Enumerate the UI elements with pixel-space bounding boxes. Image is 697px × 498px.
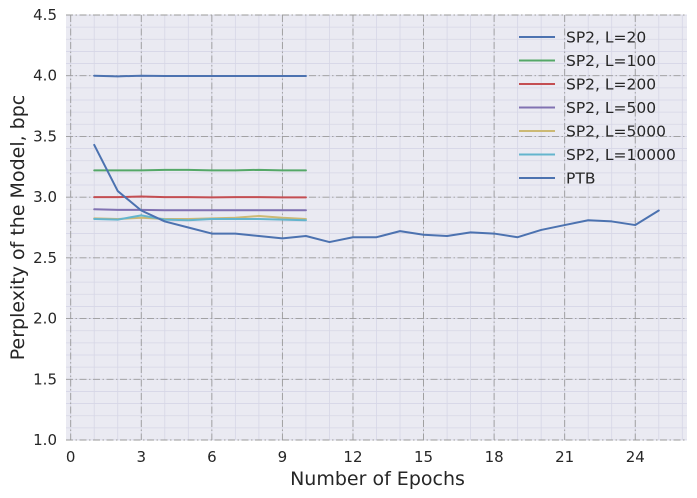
y-tick-label: 1.5 (33, 370, 57, 388)
y-tick-label: 3.0 (33, 188, 57, 206)
y-axis-title: Perplexity of the Model, bpc (7, 95, 29, 361)
series-layer (93, 74, 660, 244)
series-line-3 (93, 208, 307, 212)
series-line-0 (93, 74, 307, 78)
x-axis-title: Number of Epochs (290, 468, 465, 490)
y-tick-label: 4.0 (33, 67, 57, 85)
x-tick-label: 12 (343, 448, 362, 466)
legend-label: SP2, L=20 (566, 29, 646, 47)
legend-label: SP2, L=500 (566, 99, 656, 117)
series-line-2 (93, 195, 307, 199)
series-line-6 (93, 143, 660, 244)
y-axis-ticks: 1.0 1.5 2.0 2.5 3.0 3.5 4.0 4.5 (33, 6, 57, 449)
x-tick-label: 18 (485, 448, 504, 466)
series-line-1 (93, 168, 307, 172)
y-tick-label: 2.0 (33, 310, 57, 328)
series-line-5 (93, 214, 307, 222)
legend-label: PTB (566, 170, 595, 188)
y-tick-label: 4.5 (33, 6, 57, 24)
x-tick-label: 0 (66, 448, 76, 466)
y-tick-label: 1.0 (33, 431, 57, 449)
major-gridlines (66, 14, 687, 441)
y-tick-label: 2.5 (33, 249, 57, 267)
x-tick-label: 3 (136, 448, 146, 466)
legend-label: SP2, L=200 (566, 76, 656, 94)
x-tick-label: 15 (414, 448, 433, 466)
legend: SP2, L=20 SP2, L=100 SP2, L=200 SP2, L=500 S… (519, 29, 676, 188)
x-tick-label: 21 (555, 448, 574, 466)
legend-label: SP2, L=5000 (566, 123, 666, 141)
x-tick-label: 24 (626, 448, 645, 466)
legend-label: SP2, L=10000 (566, 146, 676, 164)
legend-label: SP2, L=100 (566, 52, 656, 70)
x-axis-ticks: 0 3 6 9 12 15 18 21 24 (66, 448, 645, 466)
x-tick-label: 6 (207, 448, 217, 466)
x-tick-label: 9 (278, 448, 288, 466)
y-tick-label: 3.5 (33, 127, 57, 145)
